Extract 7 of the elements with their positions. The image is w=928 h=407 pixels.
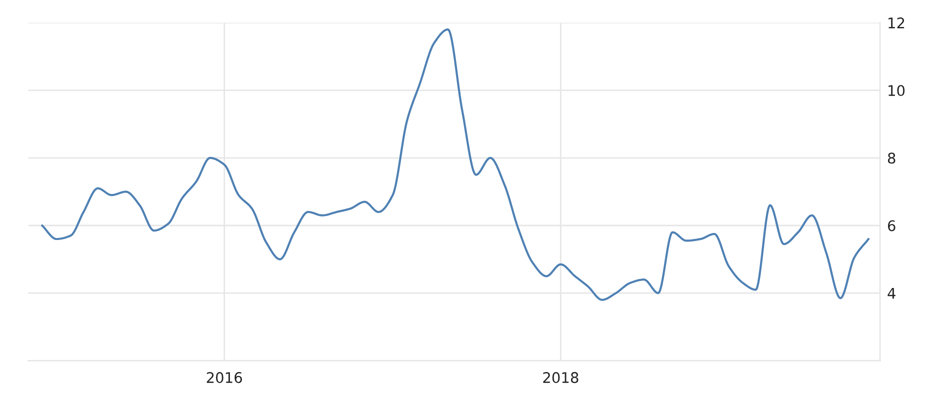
x-tick-label: 2016 <box>206 372 242 384</box>
y-tick-label: 10 <box>888 85 905 96</box>
y-tick-label: 4 <box>888 288 896 299</box>
x-tick-label: 2018 <box>543 372 578 384</box>
y-tick-label: 6 <box>888 220 896 232</box>
y-tick-label: 12 <box>888 17 904 28</box>
y-tick-label: 8 <box>888 152 896 164</box>
